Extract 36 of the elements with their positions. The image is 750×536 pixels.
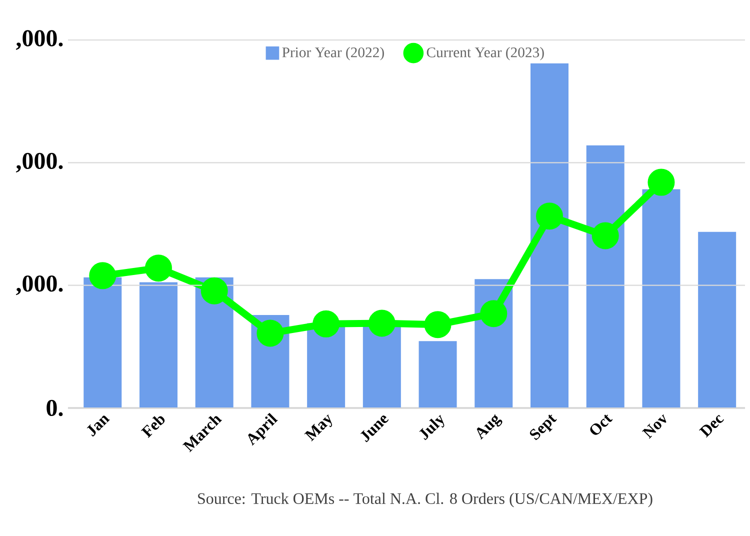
point	[424, 311, 452, 338]
text: ,000.	[16, 30, 63, 50]
point	[480, 300, 508, 328]
point	[648, 168, 675, 196]
x-tick-label: July	[419, 414, 444, 440]
legend-label: Current Year (2023)	[426, 47, 544, 60]
point	[536, 202, 563, 230]
text: ,000.	[16, 152, 63, 173]
bar	[586, 145, 624, 408]
bar	[139, 282, 178, 408]
x-tick-label: Jan	[86, 416, 110, 437]
bar	[362, 325, 401, 408]
point	[312, 310, 340, 338]
x-tick-label: May	[304, 414, 332, 442]
source-note: Source: Truck OEMs -- Total N.A. Cl. 8 Orders (US/CAN/MEX/EXP)	[198, 492, 652, 508]
point	[368, 310, 396, 337]
point	[144, 254, 172, 282]
x-tick-label: June	[360, 416, 389, 442]
x-tick-label: Nov	[642, 414, 666, 439]
x-tick-label: Aug	[476, 414, 502, 440]
legend-label: Prior Year (2022)	[282, 47, 384, 60]
text: 0.	[46, 400, 63, 416]
bar	[642, 189, 680, 408]
text: ,000.	[16, 276, 63, 296]
bar	[530, 63, 568, 408]
point	[592, 222, 619, 250]
x-tick-label: Feb	[140, 416, 165, 438]
point	[256, 320, 284, 347]
x-tick-label: Dec	[699, 414, 724, 438]
bar	[84, 277, 122, 408]
x-tick-label: Sept	[530, 414, 557, 440]
point	[89, 262, 116, 290]
bar	[698, 232, 736, 408]
bar	[418, 341, 457, 408]
x-tick-label: Oct	[590, 414, 613, 435]
point	[200, 277, 228, 304]
